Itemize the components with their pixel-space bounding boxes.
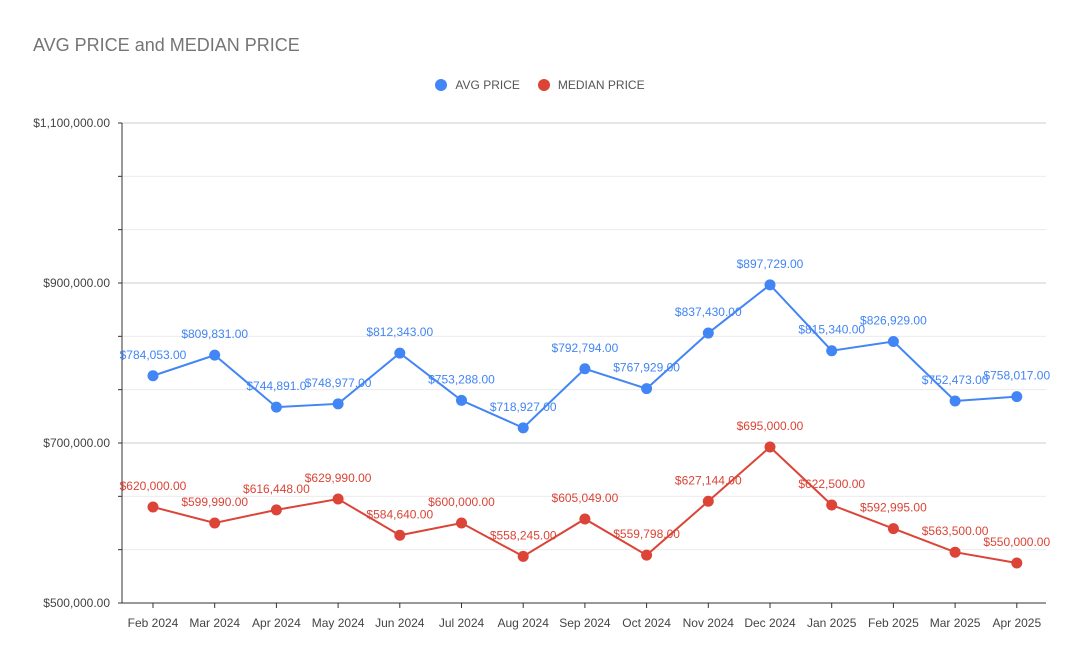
data-point bbox=[887, 335, 899, 347]
data-point bbox=[764, 441, 776, 453]
legend-item-median-price[interactable]: MEDIAN PRICE bbox=[537, 78, 645, 92]
x-tick-label: Feb 2024 bbox=[128, 616, 179, 630]
y-tick-label: $700,000.00 bbox=[43, 436, 110, 450]
data-point bbox=[1011, 557, 1023, 569]
data-label: $758,017.00 bbox=[983, 369, 1050, 383]
data-label: $753,288.00 bbox=[428, 372, 495, 386]
x-tick-label: Aug 2024 bbox=[498, 616, 550, 630]
data-label: $616,448.00 bbox=[243, 482, 310, 496]
data-point bbox=[1011, 391, 1023, 403]
data-label: $826,929.00 bbox=[860, 313, 927, 327]
data-label: $748,977.00 bbox=[305, 376, 372, 390]
data-point bbox=[394, 529, 406, 541]
data-point bbox=[826, 345, 838, 357]
data-label: $629,990.00 bbox=[305, 471, 372, 485]
data-label: $792,794.00 bbox=[552, 341, 619, 355]
data-label: $815,340.00 bbox=[798, 323, 865, 337]
data-label: $718,927.00 bbox=[490, 400, 557, 414]
data-point bbox=[702, 327, 714, 339]
data-point bbox=[949, 546, 961, 558]
data-label: $812,343.00 bbox=[366, 325, 433, 339]
legend-item-avg-price[interactable]: AVG PRICE bbox=[435, 78, 520, 92]
x-tick-label: Jul 2024 bbox=[439, 616, 485, 630]
data-label: $605,049.00 bbox=[552, 491, 619, 505]
x-tick-label: May 2024 bbox=[312, 616, 365, 630]
data-label: $767,929.00 bbox=[613, 361, 680, 375]
data-point bbox=[332, 398, 344, 410]
data-point bbox=[764, 279, 776, 291]
data-point bbox=[456, 517, 467, 529]
x-tick-label: Jan 2025 bbox=[807, 616, 857, 630]
data-label: $559,798.00 bbox=[613, 527, 680, 541]
legend-avg-price-label: AVG PRICE bbox=[455, 78, 520, 92]
legend-median-price-label: MEDIAN PRICE bbox=[557, 78, 645, 92]
x-tick-label: Jun 2024 bbox=[375, 616, 425, 630]
data-label: $837,430.00 bbox=[675, 305, 742, 319]
data-point bbox=[394, 347, 406, 359]
data-point bbox=[209, 517, 221, 529]
data-label: $752,473.00 bbox=[922, 373, 989, 387]
series-line-avg-price bbox=[152, 283, 1017, 430]
data-point bbox=[641, 383, 653, 395]
data-point bbox=[147, 370, 159, 382]
y-tick-label: $1,100,000.00 bbox=[33, 116, 110, 130]
x-tick-label: Apr 2024 bbox=[252, 616, 301, 630]
x-tick-label: Sep 2024 bbox=[559, 616, 611, 630]
data-point bbox=[579, 513, 591, 525]
x-tick-label: Feb 2025 bbox=[868, 616, 919, 630]
x-tick-label: Nov 2024 bbox=[683, 616, 735, 630]
data-label: $897,729.00 bbox=[737, 257, 804, 271]
data-label: $620,000.00 bbox=[120, 479, 187, 493]
data-point bbox=[579, 363, 591, 375]
data-point bbox=[702, 495, 714, 507]
data-label: $809,831.00 bbox=[181, 327, 248, 341]
data-point bbox=[456, 394, 467, 406]
data-label: $558,245.00 bbox=[490, 528, 557, 542]
x-tick-label: Oct 2024 bbox=[622, 616, 671, 630]
data-label: $744,891.0 bbox=[246, 379, 306, 393]
chart-title: AVG PRICE and MEDIAN PRICE bbox=[33, 35, 300, 55]
data-point bbox=[949, 395, 961, 407]
data-point bbox=[270, 504, 282, 516]
data-label: $784,053.00 bbox=[120, 348, 187, 362]
x-tick-label: Dec 2024 bbox=[744, 616, 796, 630]
y-tick-label: $500,000.00 bbox=[43, 596, 110, 610]
data-label: $599,990.00 bbox=[181, 495, 248, 509]
data-label: $550,000.00 bbox=[983, 535, 1050, 549]
data-label: $592,995.00 bbox=[860, 501, 927, 515]
y-tick-label: $900,000.00 bbox=[43, 276, 110, 290]
x-tick-label: Mar 2024 bbox=[189, 616, 240, 630]
data-label: $563,500.00 bbox=[922, 524, 989, 538]
data-label: $622,500.00 bbox=[798, 477, 865, 491]
data-point bbox=[641, 549, 653, 561]
data-label: $627,144.00 bbox=[675, 473, 742, 487]
data-point bbox=[826, 499, 838, 511]
data-point bbox=[332, 493, 344, 505]
chart-legend: AVG PRICE MEDIAN PRICE bbox=[0, 78, 1080, 92]
data-point bbox=[887, 523, 899, 535]
data-label: $600,000.00 bbox=[428, 495, 495, 509]
data-point bbox=[517, 550, 529, 562]
data-point bbox=[147, 501, 159, 513]
data-point bbox=[517, 422, 529, 434]
data-point bbox=[270, 401, 282, 413]
x-tick-label: Apr 2025 bbox=[992, 616, 1041, 630]
data-point bbox=[209, 349, 221, 361]
data-label: $695,000.00 bbox=[737, 419, 804, 433]
x-tick-label: Mar 2025 bbox=[930, 616, 981, 630]
legend-median-price-dot-icon bbox=[537, 79, 550, 91]
data-label: $584,640.00 bbox=[366, 507, 433, 521]
legend-avg-price-dot-icon bbox=[435, 79, 448, 91]
